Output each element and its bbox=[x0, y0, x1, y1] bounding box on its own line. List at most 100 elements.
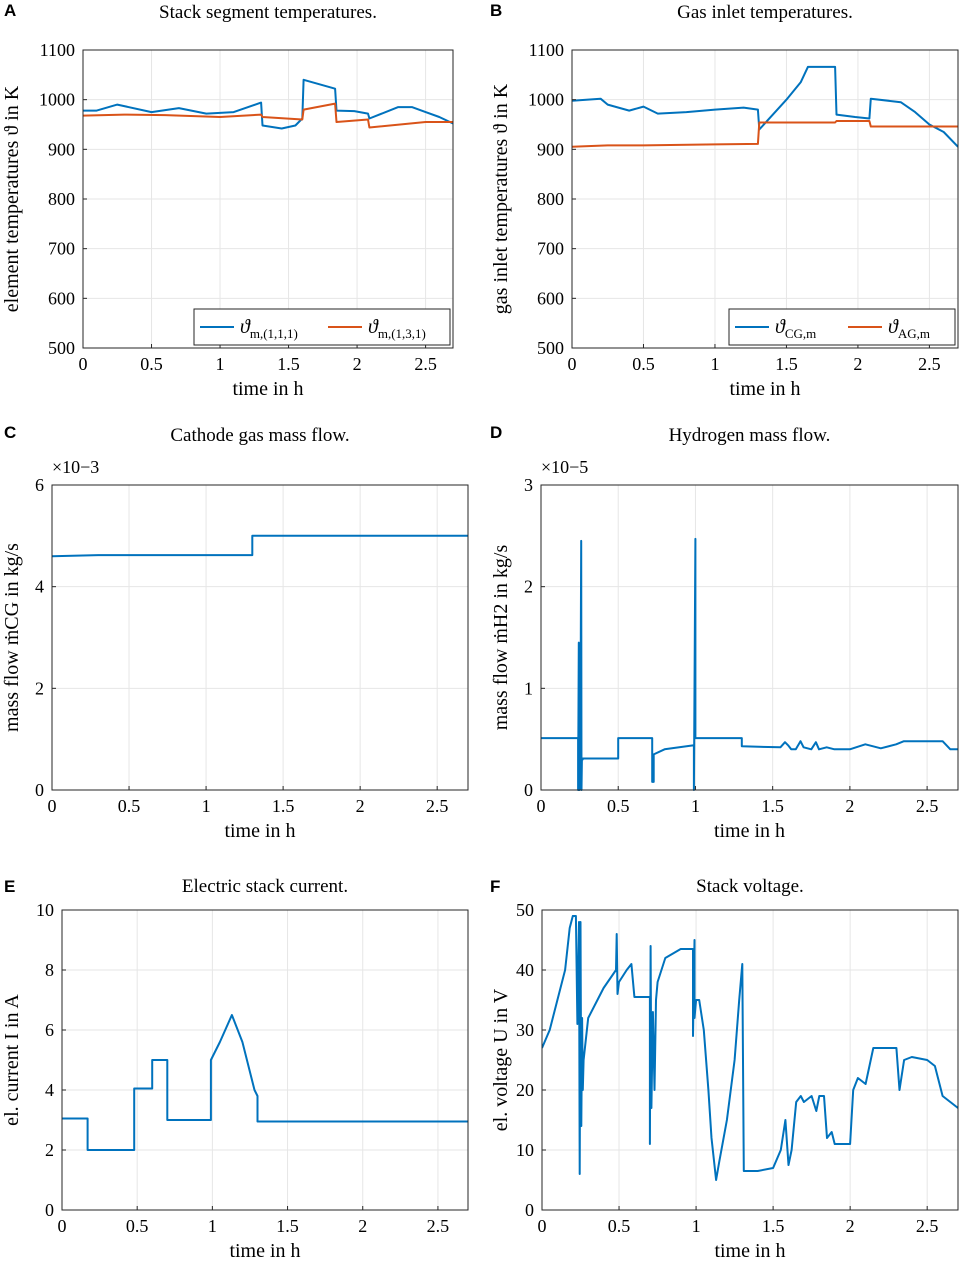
chart-title-d: Hydrogen mass flow. bbox=[669, 425, 831, 446]
x-tick-label-d-5: 2.5 bbox=[916, 796, 939, 816]
x-axis-label-f: time in h bbox=[714, 1240, 785, 1262]
x-tick-label-e-4: 2 bbox=[358, 1216, 367, 1236]
axes-box-e bbox=[61, 909, 469, 1211]
x-tick-label-d-0: 0 bbox=[537, 796, 546, 816]
plot-c: 0 0.5 1 1.5 2 2.5 0 2 4 6 time in h mass flow ṁCG i… bbox=[1, 457, 469, 842]
x-tick-label-e-3: 1.5 bbox=[276, 1216, 299, 1236]
y-tick-label-d-2: 2 bbox=[524, 577, 533, 597]
y-axis-label-c: mass flow ṁCG in kg/s bbox=[1, 543, 23, 732]
x-tick-label-d-2: 1 bbox=[691, 796, 700, 816]
x-tick-label-e-1: 0.5 bbox=[126, 1216, 149, 1236]
panel-c: C Cathode gas mass flow. bbox=[4, 423, 350, 446]
y-tick-label-e-3: 6 bbox=[45, 1020, 54, 1040]
y-tick-label-c-0: 0 bbox=[35, 780, 44, 800]
y-tick-label-b-3: 800 bbox=[537, 189, 564, 209]
x-axis-label-b: time in h bbox=[729, 378, 800, 400]
x-tick-label-d-4: 2 bbox=[845, 796, 854, 816]
y-tick-label-b-2: 700 bbox=[537, 239, 564, 259]
y-tick-label-b-6: 1100 bbox=[529, 40, 564, 60]
series-line-d-1 bbox=[541, 537, 958, 791]
x-axis-label-a: time in h bbox=[232, 378, 303, 400]
panel-letter-a: A bbox=[4, 1, 16, 20]
x-tick-label-c-0: 0 bbox=[48, 796, 57, 816]
y-tick-label-f-0: 0 bbox=[525, 1200, 534, 1220]
y-tick-label-b-1: 600 bbox=[537, 288, 564, 308]
series-line-f-1 bbox=[542, 915, 958, 1181]
x-tick-label-a-3: 1.5 bbox=[277, 354, 300, 374]
y-tick-label-e-1: 2 bbox=[45, 1140, 54, 1160]
x-tick-label-f-5: 2.5 bbox=[916, 1216, 939, 1236]
legend-label-b-1: ϑCG,m bbox=[775, 316, 816, 341]
x-tick-label-b-3: 1.5 bbox=[775, 354, 798, 374]
x-tick-label-c-1: 0.5 bbox=[118, 796, 141, 816]
x-tick-label-c-2: 1 bbox=[202, 796, 211, 816]
x-axis-label-e: time in h bbox=[229, 1240, 300, 1262]
y-tick-label-a-6: 1100 bbox=[40, 40, 75, 60]
axes-box-f bbox=[541, 909, 959, 1211]
x-tick-label-e-0: 0 bbox=[58, 1216, 67, 1236]
y-axis-label-e: el. current I in A bbox=[1, 994, 23, 1126]
series-line-a-1 bbox=[83, 78, 453, 130]
x-tick-label-c-5: 2.5 bbox=[426, 796, 449, 816]
y-axis-label-a: element temperatures ϑ in K bbox=[1, 85, 23, 312]
x-tick-label-b-5: 2.5 bbox=[918, 354, 941, 374]
y-tick-label-a-2: 700 bbox=[48, 239, 75, 259]
y-tick-label-a-3: 800 bbox=[48, 189, 75, 209]
panel-f: F Stack voltage. bbox=[490, 876, 804, 897]
y-tick-label-d-3: 3 bbox=[524, 475, 533, 495]
y-tick-label-c-1: 2 bbox=[35, 678, 44, 698]
chart-title-a: Stack segment temperatures. bbox=[159, 2, 377, 23]
y-axis-label-d: mass flow ṁH2 in kg/s bbox=[490, 545, 512, 731]
x-axis-label-d: time in h bbox=[714, 820, 785, 842]
series-line-e-1 bbox=[62, 1014, 468, 1151]
axes-box-c bbox=[51, 484, 469, 791]
plot-e: 0 0.5 1 1.5 2 2.5 0 2 4 6 8 10 time in h el. current … bbox=[1, 900, 469, 1262]
plot-d: 0 0.5 1 1.5 2 2.5 0 1 2 3 time in h mass flow ṁH2 i… bbox=[490, 457, 959, 842]
y-tick-label-b-0: 500 bbox=[537, 338, 564, 358]
series-line-a-2 bbox=[83, 102, 453, 129]
panel-letter-b: B bbox=[490, 1, 502, 20]
y-tick-label-c-2: 4 bbox=[35, 577, 44, 597]
panel-letter-f: F bbox=[490, 877, 500, 896]
panel-letter-e: E bbox=[4, 877, 15, 896]
series-line-c-1 bbox=[52, 534, 468, 558]
y-tick-label-b-5: 1000 bbox=[528, 90, 564, 110]
y-tick-label-a-1: 600 bbox=[48, 288, 75, 308]
plot-f: 0 0.5 1 1.5 2 2.5 0 10 20 30 40 50 time in h el. volt… bbox=[490, 900, 959, 1262]
legend-b: ϑCG,m ϑAG,m bbox=[728, 308, 956, 346]
x-tick-label-f-2: 1 bbox=[692, 1216, 701, 1236]
x-tick-label-d-3: 1.5 bbox=[761, 796, 784, 816]
x-tick-label-b-1: 0.5 bbox=[632, 354, 655, 374]
x-tick-label-a-1: 0.5 bbox=[140, 354, 163, 374]
chart-title-e: Electric stack current. bbox=[182, 876, 348, 897]
legend-label-b-2: ϑAG,m bbox=[888, 316, 930, 341]
panel-d: D Hydrogen mass flow. bbox=[490, 423, 830, 446]
y-tick-label-c-3: 6 bbox=[35, 475, 44, 495]
y-tick-label-f-1: 10 bbox=[516, 1140, 534, 1160]
series-line-b-2 bbox=[572, 120, 958, 148]
x-tick-label-a-0: 0 bbox=[79, 354, 88, 374]
legend-label-a-1: ϑm,(1,1,1) bbox=[240, 316, 298, 341]
chart-title-f: Stack voltage. bbox=[696, 876, 804, 897]
series-line-b-1 bbox=[572, 65, 958, 148]
x-tick-label-c-3: 1.5 bbox=[272, 796, 295, 816]
panel-e: E Electric stack current. bbox=[4, 876, 348, 897]
x-tick-label-f-3: 1.5 bbox=[762, 1216, 785, 1236]
y-tick-label-a-0: 500 bbox=[48, 338, 75, 358]
y-axis-label-b: gas inlet temperatures ϑ in K bbox=[490, 83, 512, 314]
y-axis-label-f: el. voltage U in V bbox=[490, 988, 512, 1131]
y-tick-label-f-5: 50 bbox=[516, 900, 534, 920]
x-tick-label-b-2: 1 bbox=[710, 354, 719, 374]
x-tick-label-d-1: 0.5 bbox=[607, 796, 630, 816]
y-tick-label-e-0: 0 bbox=[45, 1200, 54, 1220]
plot-a: 0 0.5 1 1.5 2 2.5 500 600 700 800 900 1000 1100 time … bbox=[1, 40, 454, 400]
x-tick-label-a-5: 2.5 bbox=[414, 354, 437, 374]
axes-box-d bbox=[540, 484, 959, 791]
y-axis-exponent-c: ×10−3 bbox=[52, 457, 99, 477]
y-tick-label-e-5: 10 bbox=[36, 900, 54, 920]
y-tick-label-d-0: 0 bbox=[524, 780, 533, 800]
x-tick-label-f-1: 0.5 bbox=[608, 1216, 631, 1236]
y-tick-label-f-2: 20 bbox=[516, 1080, 534, 1100]
legend-label-a-2: ϑm,(1,3,1) bbox=[368, 316, 426, 341]
